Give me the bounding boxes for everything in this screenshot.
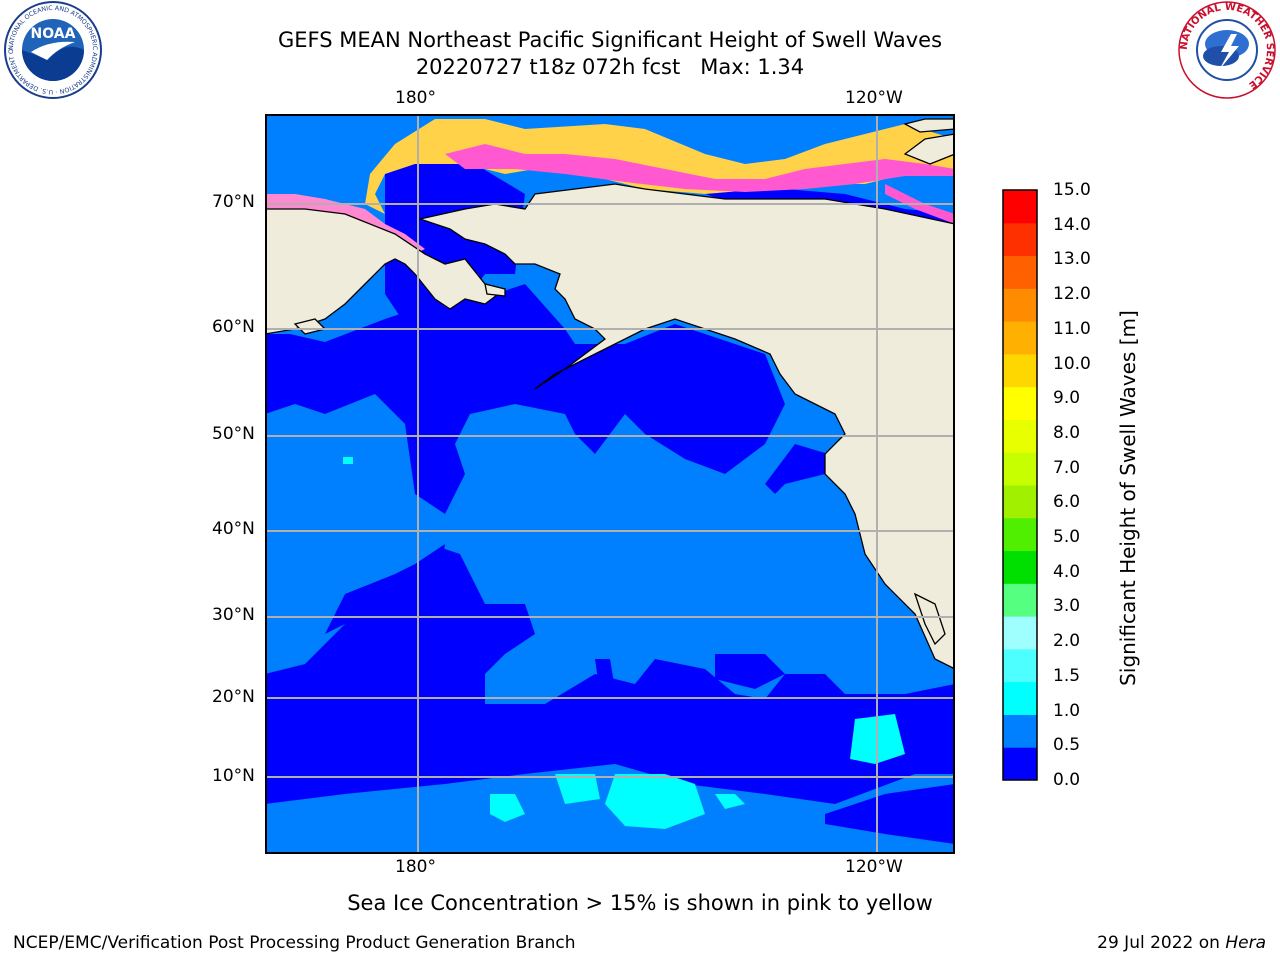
lon-label-top-180: 180°	[395, 88, 436, 108]
colorbar-frame	[1002, 189, 1038, 781]
colorbar-segment	[1003, 386, 1037, 420]
colorbar-segment	[1003, 353, 1037, 388]
land	[265, 118, 955, 670]
colorbar-tick-label: 10.0	[1053, 353, 1091, 374]
lat-label-10n: 10°N	[212, 766, 255, 786]
colorbar-tick-label: 15.0	[1053, 180, 1091, 200]
graticule	[265, 114, 955, 854]
lat-label-70n: 70°N	[212, 192, 255, 212]
credit-text: NCEP/EMC/Verification Post Processing Pr…	[13, 933, 576, 953]
colorbar-tick-label: 5.0	[1053, 527, 1081, 548]
map-subtitle: 20220727 t18z 072h fcst Max: 1.34	[415, 55, 805, 79]
colorbar-tick-label: 2.0	[1053, 631, 1081, 652]
colorbar-segment	[1003, 255, 1037, 289]
colorbar-segment	[1003, 616, 1037, 650]
colorbar-segment	[1003, 190, 1037, 224]
lon-label-bottom-180: 180°	[395, 857, 436, 877]
colorbar-tick-label: 9.0	[1053, 388, 1081, 409]
colorbar-tick-label: 11.0	[1053, 318, 1091, 339]
lat-label-50n: 50°N	[212, 424, 255, 444]
svg-text:NOAA: NOAA	[31, 26, 76, 42]
date-text: 29 Jul 2022 on	[1097, 933, 1226, 953]
colorbar-segment	[1003, 288, 1037, 322]
colorbar-segment	[1003, 419, 1037, 453]
lat-label-30n: 30°N	[212, 605, 255, 625]
colorbar-segment	[1003, 648, 1037, 683]
lat-label-40n: 40°N	[212, 519, 255, 539]
colorbar-segment	[1003, 452, 1037, 486]
lon-label-top-120w: 120°W	[845, 88, 903, 108]
colorbar-segment	[1003, 681, 1037, 715]
colorbar-tick-label: 6.0	[1053, 492, 1081, 513]
colorbar-segment	[1003, 550, 1037, 584]
machine-name: Hera	[1225, 933, 1266, 953]
colorbar	[1002, 189, 1038, 781]
colorbar-tick-label: 3.0	[1053, 596, 1081, 617]
colorbar-segment	[1003, 517, 1037, 552]
colorbar-tick-label: 12.0	[1053, 284, 1091, 305]
colorbar-tick-label: 13.0	[1053, 249, 1091, 270]
lat-label-60n: 60°N	[212, 317, 255, 337]
colorbar-tick-label: 1.5	[1053, 665, 1081, 686]
colorbar-tick-label: 0.0	[1053, 770, 1081, 790]
nws-logo: NATIONAL WEATHER SERVICE	[1178, 1, 1276, 99]
colorbar-label: Significant Height of Swell Waves [m]	[1116, 310, 1140, 686]
colorbar-segment	[1003, 222, 1037, 257]
colorbar-tick-label: 8.0	[1053, 422, 1081, 443]
colorbar-segment	[1003, 321, 1037, 355]
map-title: GEFS MEAN Northeast Pacific Significant …	[277, 28, 943, 52]
colorbar-tick-label: 0.5	[1053, 735, 1081, 756]
lon-label-bottom-120w: 120°W	[845, 857, 903, 877]
colorbar-segment	[1003, 747, 1037, 781]
lat-label-20n: 20°N	[212, 687, 255, 707]
colorbar-segment	[1003, 485, 1037, 519]
colorbar-segment	[1003, 714, 1037, 748]
colorbar-tick-label: 4.0	[1053, 561, 1081, 582]
colorbar-tick-label: 7.0	[1053, 457, 1081, 478]
map-frame	[265, 114, 955, 854]
colorbar-segment	[1003, 583, 1037, 617]
colorbar-tick-label: 14.0	[1053, 214, 1091, 235]
swell-height-map	[265, 114, 955, 854]
sea-ice-note: Sea Ice Concentration > 15% is shown in …	[347, 891, 933, 915]
colorbar-tick-label: 1.0	[1053, 700, 1081, 721]
date-stamp: 29 Jul 2022 on Hera	[1097, 933, 1266, 953]
noaa-logo: NATIONAL OCEANIC AND ATMOSPHERIC ADMINIS…	[3, 0, 102, 99]
